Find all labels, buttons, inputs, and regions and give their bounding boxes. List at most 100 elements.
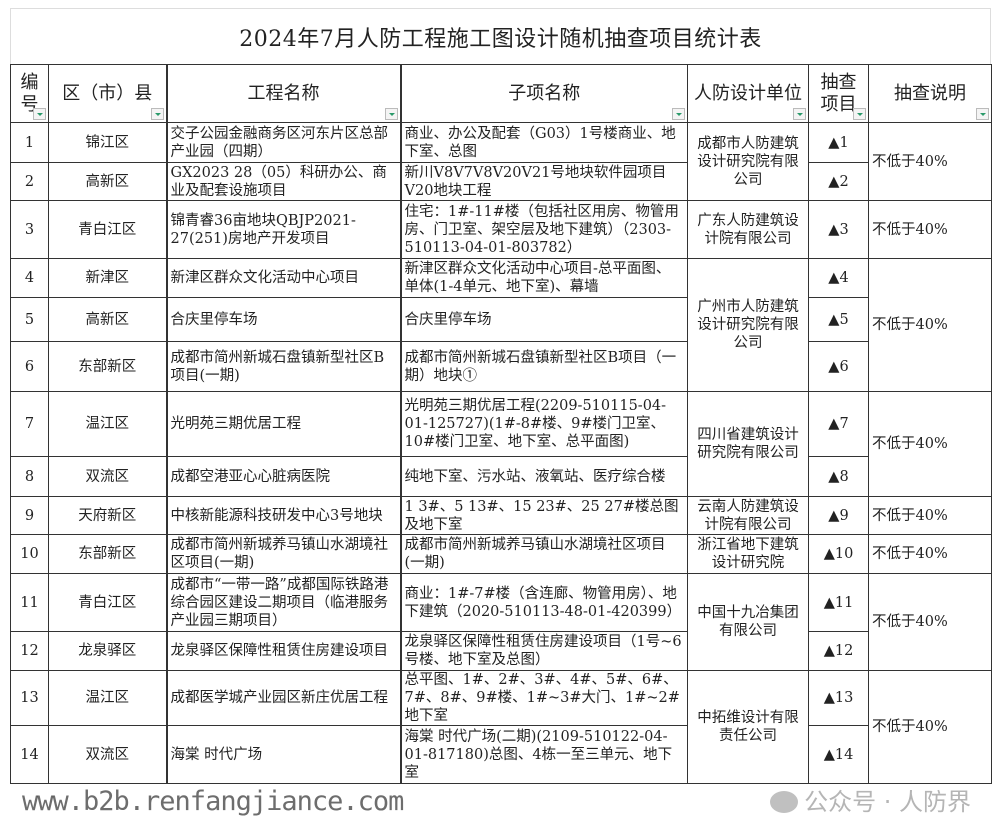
district-cell: 温江区 [48,670,167,726]
filter-dropdown-icon[interactable] [672,108,685,120]
check-item-cell: ▲14 [808,725,869,784]
inspection-table: 编号 区（市）县 工程名称 子项名称 人防设计单位 抽查项目 抽查说明 1 锦江区 交子公园金融… [10,64,992,784]
row-number: 7 [10,391,49,457]
subitem-cell: 住宅：1#-11#楼（包括社区用房、物管用房、门卫室、架空层及地下建筑）（230… [399,200,688,259]
project-name-cell: 成都市简州新城石盘镇新型社区B项目(一期) [165,341,401,392]
row-number: 1 [10,122,49,163]
filter-dropdown-icon[interactable] [976,108,989,120]
project-name-cell: 成都市简州新城养马镇山水湖境社区项目(一期) [165,534,401,574]
table-row: 9 天府新区 中核新能源科技研发中心3号地块 1 3#、5 13#、15 23#、25… [10,496,992,535]
table-row: 13 温江区 成都医学城产业园区新庄优居工程 总平图、1#、2#、3#、4#、5#、6… [10,670,992,784]
subitem-cell: 新川V8V7V8V20V21号地块软件园项目V20地块工程 [399,162,688,201]
subitem-cell: 成都市简州新城石盘镇新型社区B项目（一期）地块① [399,341,688,392]
subitem-cell: 1 3#、5 13#、15 23#、25 27#楼总图及地下室 [399,496,688,535]
table-row: 10 东部新区 成都市简州新城养马镇山水湖境社区项目(一期) 成都市简州新城养马镇山水… [10,534,992,574]
row-number: 4 [10,258,49,298]
header-label: 抽查项目 [820,71,857,115]
check-note-cell: 不低于40% [868,670,992,784]
project-name-cell: 成都市“一带一路”成都国际铁路港综合园区建设二期项目（临港服务产业园三期项目） [165,573,401,632]
table-row: 3 青白江区 锦青睿36亩地块QBJP2021-27(251)房地产开发项目 住宅：1… [10,200,992,259]
row-number: 8 [10,456,49,497]
header-label: 人防设计单位 [694,82,802,104]
header-label: 子项名称 [508,82,581,104]
check-note-cell: 不低于40% [868,258,992,392]
district-cell: 双流区 [48,725,167,784]
subitem-cell: 龙泉驿区保障性租赁住房建设项目（1号~6号楼、地下室及总图） [399,631,688,671]
header-label: 工程名称 [247,82,320,104]
design-unit-cell: 中国十九冶集团有限公司 [687,573,809,671]
header-check-item: 抽查项目 [808,64,869,123]
table-row: 11 青白江区 成都市“一带一路”成都国际铁路港综合园区建设二期项目（临港服务产业园… [10,573,992,671]
check-item-cell: ▲3 [808,200,869,259]
row-number: 2 [10,162,49,201]
project-name-cell: GX2023 28（05）科研办公、商业及配套设施项目 [165,162,401,201]
header-row: 编号 区（市）县 工程名称 子项名称 人防设计单位 抽查项目 抽查说明 [10,64,992,123]
district-cell: 龙泉驿区 [48,631,167,671]
subitem-cell: 商业、办公及配套（G03）1号楼商业、地下室、总图 [399,122,688,163]
site-watermark: www.b2b.renfangjiance.com [22,786,404,817]
check-item-cell: ▲5 [808,297,869,342]
row-number: 5 [10,297,49,342]
project-name-cell: 新津区群众文化活动中心项目 [165,258,401,298]
project-name-cell: 中核新能源科技研发中心3号地块 [165,496,401,535]
table-row: 12 龙泉驿区 龙泉驿区保障性租赁住房建设项目 龙泉驿区保障性租赁住房建设项目（1号~… [10,631,992,671]
project-name-cell: 成都空港亚心心脏病医院 [165,456,401,497]
account-watermark: 公众号 · 人防界 [770,786,991,818]
header-number: 编号 [10,64,49,123]
header-district: 区（市）县 [48,64,167,123]
filter-dropdown-icon[interactable] [384,108,398,120]
subitem-cell: 光明苑三期优居工程(2209-510115-04-01-125727)(1#-8… [399,391,688,457]
district-cell: 温江区 [48,391,167,457]
subitem-cell: 海棠 时代广场(二期)(2109-510122-04-01-817180)总图、… [399,725,688,784]
project-name-cell: 光明苑三期优居工程 [165,391,401,457]
title-bar: 2024年7月人防工程施工图设计随机抽查项目统计表 [10,8,991,64]
check-note-cell: 不低于40% [868,496,992,535]
header-project: 工程名称 [165,64,401,123]
account-watermark-text: 公众号 · 人防界 [804,788,971,816]
check-note-cell: 不低于40% [868,391,992,497]
table-row: 14 双流区 海棠 时代广场 海棠 时代广场(二期)(2109-510122-04-0… [10,725,992,784]
design-unit-cell: 中拓维设计有限责任公司 [687,670,809,784]
subitem-cell: 新津区群众文化活动中心项目-总平面图、单体(1-4单元、地下室)、幕墙 [399,258,688,298]
project-name-cell: 成都医学城产业园区新庄优居工程 [165,670,401,726]
district-cell: 青白江区 [48,573,167,632]
subitem-cell: 纯地下室、污水站、液氧站、医疗综合楼 [399,456,688,497]
filter-dropdown-icon[interactable] [150,108,164,120]
project-name-cell: 锦青睿36亩地块QBJP2021-27(251)房地产开发项目 [165,200,401,259]
check-item-cell: ▲13 [808,670,869,726]
district-cell: 高新区 [48,162,167,201]
row-number: 11 [10,573,49,632]
header-label: 区（市）县 [62,82,153,104]
page-title: 2024年7月人防工程施工图设计随机抽查项目统计表 [239,26,762,52]
watermark-strip: www.b2b.renfangjiance.com 公众号 · 人防界 [10,784,991,822]
check-note-cell: 不低于40% [868,122,992,201]
check-note-cell: 不低于40% [868,200,992,259]
filter-dropdown-icon[interactable] [853,108,866,120]
row-number: 9 [10,496,49,535]
subitem-cell: 总平图、1#、2#、3#、4#、5#、6#、7#、8#、9#楼、1#~3#大门、… [399,670,688,726]
design-unit-cell: 成都市人防建筑设计研究院有限公司 [687,122,809,201]
subitem-cell: 成都市简州新城养马镇山水湖境社区项目(一期) [399,534,688,574]
check-item-cell: ▲1 [808,122,869,163]
row-number: 14 [10,725,49,784]
district-cell: 高新区 [48,297,167,342]
filter-dropdown-icon[interactable] [33,108,46,120]
check-item-cell: ▲9 [808,496,869,535]
filter-dropdown-icon[interactable] [793,108,806,120]
check-item-cell: ▲8 [808,456,869,497]
district-cell: 天府新区 [48,496,167,535]
check-item-cell: ▲12 [808,631,869,671]
design-unit-cell: 广东人防建筑设计院有限公司 [687,200,809,259]
header-design-unit: 人防设计单位 [687,64,809,123]
project-name-cell: 交子公园金融商务区河东片区总部产业园（四期） [165,122,401,163]
table-row: 1 锦江区 交子公园金融商务区河东片区总部产业园（四期） 商业、办公及配套（G03）1… [10,122,992,201]
project-name-cell: 海棠 时代广场 [165,725,401,784]
design-unit-cell: 云南人防建筑设计院有限公司 [687,496,809,535]
header-check-note: 抽查说明 [868,64,992,123]
table-row: 2 高新区 GX2023 28（05）科研办公、商业及配套设施项目 新川V8V7V8V… [10,162,992,201]
row-number: 6 [10,341,49,392]
district-cell: 新津区 [48,258,167,298]
check-item-cell: ▲11 [808,573,869,632]
table-row: 5 高新区 合庆里停车场 合庆里停车场 ▲5 [10,297,992,342]
table-row: 6 东部新区 成都市简州新城石盘镇新型社区B项目(一期) 成都市简州新城石盘镇新型社区… [10,341,992,392]
